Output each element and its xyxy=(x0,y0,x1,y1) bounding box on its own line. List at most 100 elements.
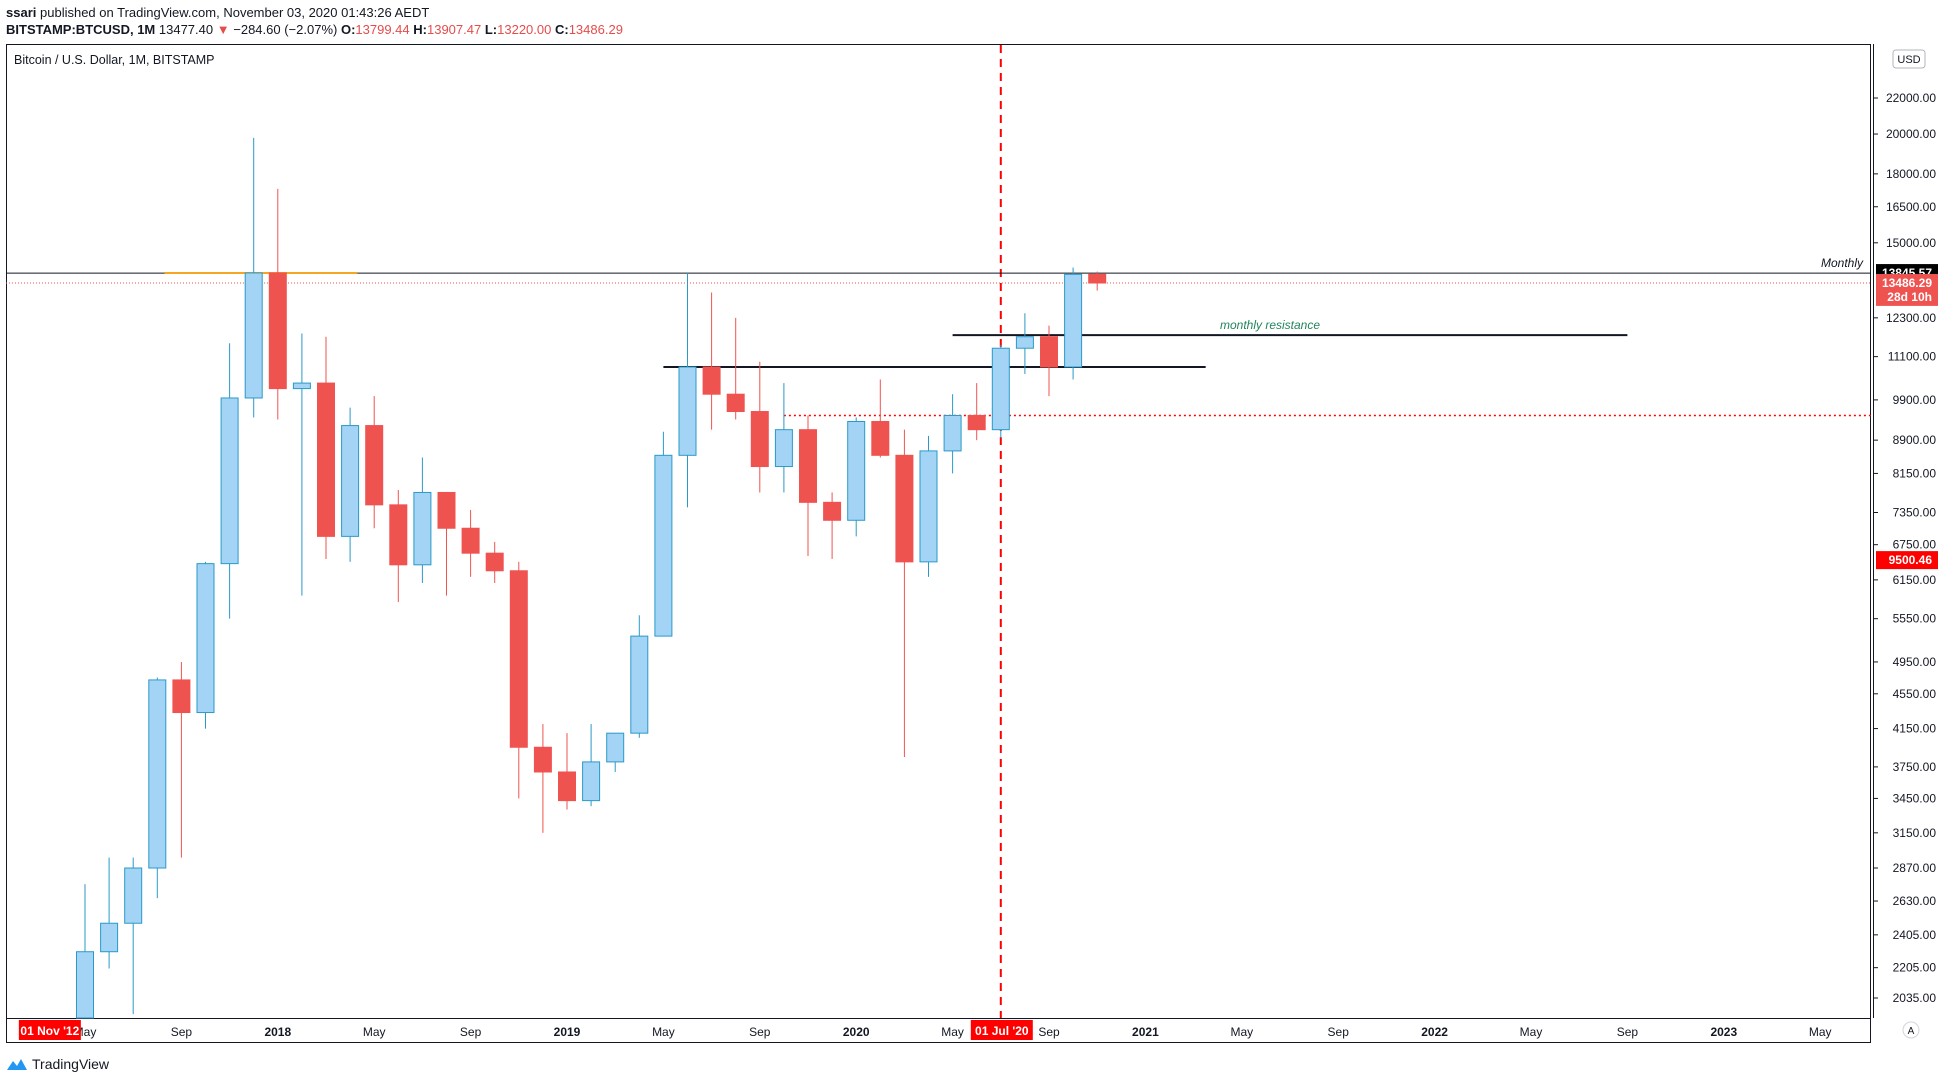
candle xyxy=(919,435,938,577)
price-tick-label: 2630.00 xyxy=(1893,894,1937,908)
candle xyxy=(148,677,167,899)
candle xyxy=(702,292,721,430)
price-tick-label: 18000.00 xyxy=(1886,167,1936,181)
price-tick-label: 5550.00 xyxy=(1893,612,1937,626)
candle-body xyxy=(654,454,673,637)
candle xyxy=(895,429,914,757)
price-tick-label: 9900.00 xyxy=(1893,393,1937,407)
time-tick-label: Sep xyxy=(1038,1025,1060,1039)
footer-brand[interactable]: TradingView xyxy=(6,1056,109,1072)
candle-body xyxy=(1040,336,1058,368)
candle xyxy=(630,615,649,738)
candle-body xyxy=(244,272,263,399)
monthly-resistance-line-label: monthly resistance xyxy=(1220,318,1320,332)
auto-scale-label: A xyxy=(1908,1026,1915,1037)
candle-body xyxy=(943,414,962,452)
candle xyxy=(268,188,287,420)
candle xyxy=(124,857,143,1015)
candle xyxy=(1015,313,1034,375)
time-tick-label: May xyxy=(941,1025,964,1039)
price-tick-label: 11100.00 xyxy=(1888,350,1937,364)
candle xyxy=(871,379,890,458)
candle xyxy=(967,383,986,441)
time-tick-label: 2023 xyxy=(1710,1025,1737,1039)
low-value: 13220.00 xyxy=(497,22,552,37)
candle xyxy=(823,492,842,559)
close-label: C: xyxy=(554,22,569,37)
price-change: −284.60 (−2.07%) xyxy=(233,22,338,37)
candle-body xyxy=(317,382,335,537)
time-tick-label: May xyxy=(363,1025,386,1039)
candle xyxy=(678,272,697,508)
candle-body xyxy=(558,771,576,802)
open-label: O: xyxy=(340,22,356,37)
candle-body xyxy=(533,746,552,773)
author-name[interactable]: ssari xyxy=(6,5,37,20)
candle-body xyxy=(1015,336,1034,349)
candle xyxy=(1040,325,1058,397)
price-tick-label: 22000.00 xyxy=(1886,91,1936,105)
price-tick-label: 2205.00 xyxy=(1893,961,1937,975)
price-badge-label: 9500.46 xyxy=(1889,553,1933,567)
candle-body xyxy=(678,366,697,456)
time-badge-label: 01 Jul '20 xyxy=(975,1024,1029,1038)
candle xyxy=(943,394,962,474)
candle xyxy=(847,417,866,537)
time-tick-label: Sep xyxy=(1328,1025,1350,1039)
candle xyxy=(76,884,94,1019)
symbol-label: BITSTAMP:BTCUSD, 1M xyxy=(6,22,156,37)
tradingview-logo-icon xyxy=(7,1059,27,1070)
candle xyxy=(341,407,360,562)
time-tick-label: 2018 xyxy=(264,1025,291,1039)
candle xyxy=(461,509,480,577)
candle-body xyxy=(606,732,625,763)
price-tick-label: 16500.00 xyxy=(1886,200,1936,214)
candle xyxy=(606,732,625,772)
high-label: H: xyxy=(413,22,427,37)
price-badge-bg xyxy=(1876,287,1938,306)
candle-body xyxy=(895,454,914,563)
time-badge: 01 Jul '20 xyxy=(970,1020,1033,1040)
candle xyxy=(437,491,456,596)
candle-body xyxy=(582,761,601,802)
time-badge: 01 Nov '12 xyxy=(18,1020,81,1040)
candle xyxy=(1064,267,1083,380)
candle xyxy=(750,361,769,493)
drawing-lines: Monthly monthly resistance xyxy=(6,45,1871,1018)
candle xyxy=(196,561,215,729)
ohlc-legend: BITSTAMP:BTCUSD, 1M 13477.40 ▼ −284.60 (… xyxy=(6,21,623,39)
candle-body xyxy=(341,425,360,537)
time-axis[interactable]: May Sep 2018 May Sep 2019 May Sep 2020 May Sep 2021… xyxy=(18,1020,1832,1040)
low-label: L: xyxy=(484,22,498,37)
price-tick-label: 6150.00 xyxy=(1893,573,1937,587)
candle-body xyxy=(76,951,94,1019)
candle-body xyxy=(268,272,287,390)
time-badge-bg xyxy=(18,1020,81,1040)
publish-header: ssari published on TradingView.com, Nove… xyxy=(6,4,429,22)
candle-body xyxy=(919,450,938,563)
candle-body xyxy=(799,429,817,503)
time-tick-label: May xyxy=(1520,1025,1543,1039)
candle xyxy=(100,857,119,969)
auto-scale-button[interactable]: A xyxy=(1902,1021,1920,1039)
price-tick-label: 3450.00 xyxy=(1893,791,1937,805)
candle-body xyxy=(461,527,480,554)
monthly-level-line-label: Monthly xyxy=(1821,256,1864,270)
candle xyxy=(1088,271,1107,291)
price-axis[interactable]: 22000.00 20000.00 18000.00 16500.00 15000.00… xyxy=(1874,91,1938,1005)
candle-body xyxy=(726,393,745,413)
time-tick-label: Sep xyxy=(749,1025,771,1039)
candle xyxy=(220,343,239,619)
price-tick-label: 2870.00 xyxy=(1893,861,1937,875)
currency-button[interactable]: USD xyxy=(1892,49,1926,69)
candle xyxy=(172,661,191,858)
candle-body xyxy=(485,552,504,572)
candle-body xyxy=(774,429,793,468)
candles xyxy=(76,137,1107,1019)
candle-body xyxy=(292,382,311,390)
price-badge-label: 28d 10h xyxy=(1887,290,1932,304)
price-tick-label: 4550.00 xyxy=(1893,687,1937,701)
time-tick-label: 2020 xyxy=(843,1025,870,1039)
candle xyxy=(292,333,311,596)
